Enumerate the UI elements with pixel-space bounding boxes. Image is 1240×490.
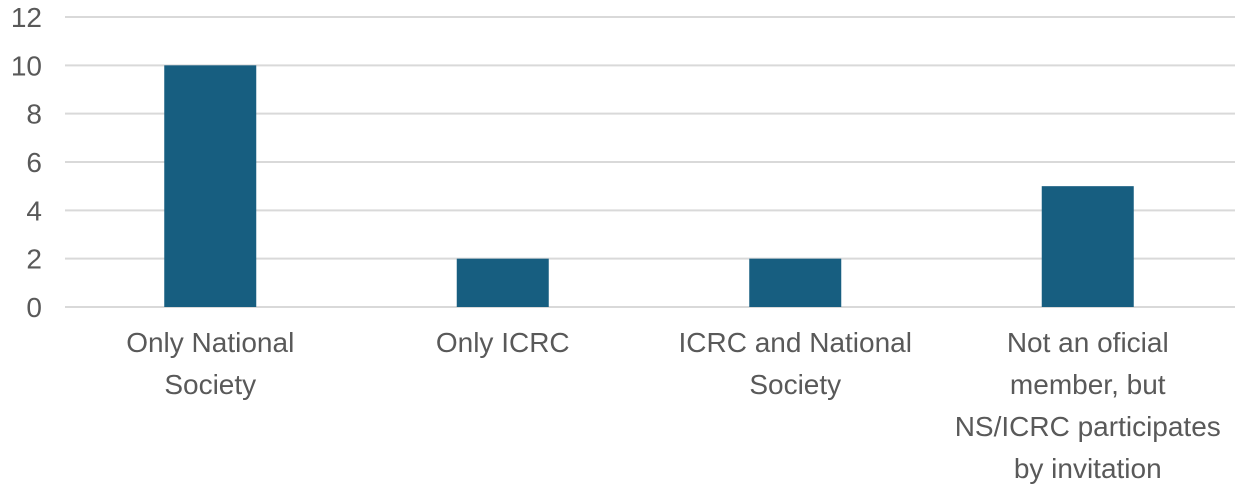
x-category-label-line: NS/ICRC participates (955, 411, 1221, 442)
x-category-label: Only National Society (126, 327, 294, 400)
bar-1 (456, 258, 549, 307)
x-category-label-line: Only ICRC (436, 327, 570, 358)
x-category-label: Not an oficial member, but NS/ICRC partici… (955, 327, 1221, 484)
bars (164, 65, 1134, 307)
bar-2 (749, 258, 842, 307)
bar-0 (164, 65, 257, 307)
bar-3 (1041, 186, 1134, 307)
gridlines (65, 16, 1235, 308)
y-tick-label: 2 (26, 244, 42, 275)
x-axis-category-labels: Only National Society Only ICRC ICRC and Na… (126, 327, 1221, 484)
y-axis-tick-labels: 0 2 4 6 8 10 12 (11, 2, 42, 323)
x-category-label: Only ICRC (436, 327, 570, 358)
x-category-label-line: ICRC and National (679, 327, 912, 358)
x-category-label-line: by invitation (1014, 453, 1162, 484)
x-category-label-line: Not an oficial (1007, 327, 1169, 358)
y-tick-label: 12 (11, 2, 42, 33)
y-tick-label: 10 (11, 50, 42, 81)
y-tick-label: 8 (26, 99, 42, 130)
x-category-label-line: Society (749, 369, 841, 400)
x-category-label-line: member, but (1010, 369, 1166, 400)
y-tick-label: 6 (26, 147, 42, 178)
x-category-label-line: Society (164, 369, 256, 400)
x-category-label: ICRC and National Society (679, 327, 912, 400)
y-tick-label: 4 (26, 195, 42, 226)
x-category-label-line: Only National (126, 327, 294, 358)
y-tick-label: 0 (26, 292, 42, 323)
